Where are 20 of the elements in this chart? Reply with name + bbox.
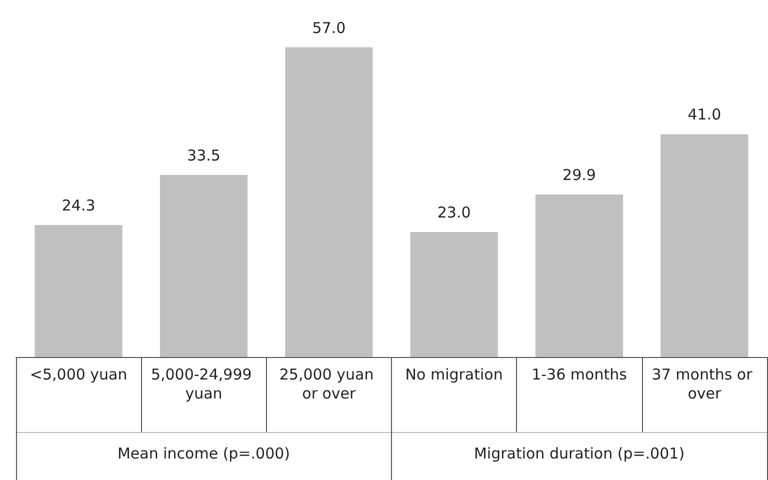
bar: [285, 47, 373, 357]
bar: [34, 224, 122, 357]
text: Mean income (p=.000): [117, 444, 290, 462]
data-label: 41.0: [688, 106, 722, 124]
text: Migration duration (p=.001): [474, 444, 685, 462]
x-tick-label: 5,000-24,999 yuan: [150, 366, 257, 402]
data-label: 33.5: [187, 146, 220, 164]
bar: [660, 134, 748, 357]
bar: [410, 232, 498, 357]
x-tick-label: 1-36 months: [532, 366, 628, 384]
x-tick-label: No migration: [405, 366, 503, 384]
x-tick-label: <5,000 yuan: [30, 366, 128, 384]
data-label: 23.0: [437, 204, 471, 222]
data-label: 57.0: [312, 18, 346, 37]
x-tick-label: 25,000 yuan or over: [279, 366, 378, 402]
bar: [535, 194, 624, 357]
x-tick-label: 37 months or over: [652, 366, 758, 402]
data-label: 29.9: [562, 166, 596, 184]
data-label: 24.3: [62, 196, 96, 214]
bar: [160, 174, 248, 357]
